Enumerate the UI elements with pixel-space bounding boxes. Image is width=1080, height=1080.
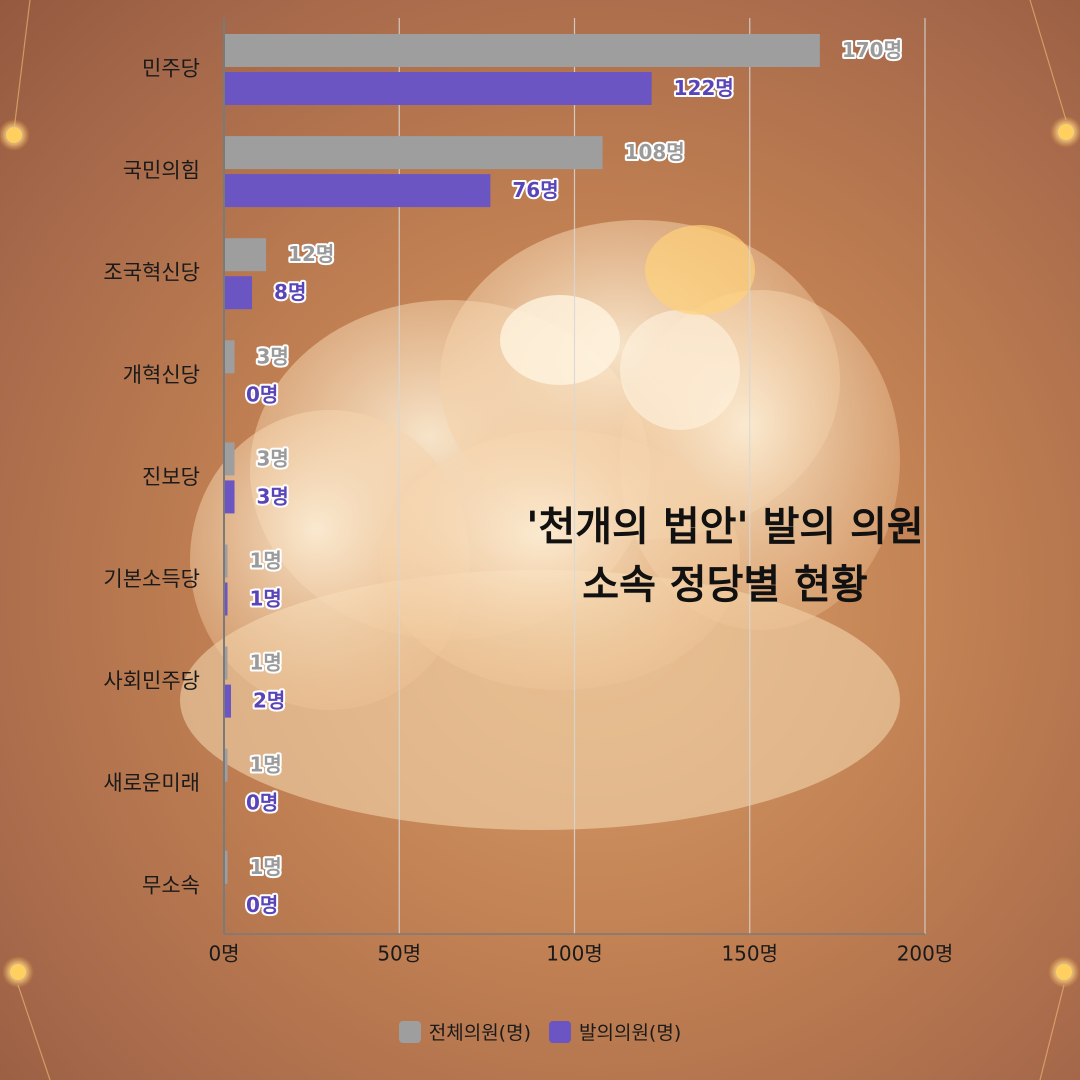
data-label-proposer: 3명 [257, 484, 289, 508]
bar-total [224, 238, 267, 272]
x-tick-label: 50명 [377, 942, 421, 966]
bars [224, 34, 820, 884]
category-label: 무소속 [142, 873, 200, 897]
data-label-proposer: 0명 [246, 893, 278, 917]
bar-proposer [224, 174, 491, 208]
bar-total [224, 340, 235, 374]
legend-item-proposer: 발의의원(명) [549, 1018, 681, 1045]
legend-item-total: 전체의원(명) [398, 1018, 531, 1045]
data-label-total: 108명 [625, 140, 685, 164]
category-label: 새로운미래 [103, 771, 200, 795]
chart-title-line-1: '천개의 법안' 발의 의원 [526, 504, 924, 550]
category-label: 기본소득당 [103, 567, 200, 591]
bar-proposer [224, 480, 235, 514]
x-tick-label: 100명 [546, 942, 603, 966]
data-label-total: 1명 [250, 753, 282, 777]
category-label: 개혁신당 [123, 363, 200, 387]
data-label-proposer: 0명 [246, 382, 278, 406]
data-label-total: 1명 [250, 651, 282, 675]
data-label-total: 1명 [250, 855, 282, 879]
bar-total [224, 136, 603, 170]
bar-total [224, 850, 228, 884]
data-label-proposer: 2명 [253, 689, 285, 713]
data-label-total: 170명 [842, 38, 902, 62]
category-label: 민주당 [142, 57, 200, 81]
value-labels: 170명 122명 108명 76명 12명 8명 3명 0명 3명 3명 1명 1명 1명 2명 1명 0명… [244, 36, 904, 919]
bar-proposer [224, 684, 232, 718]
bar-total [224, 748, 228, 782]
data-label-proposer: 1명 [250, 587, 282, 611]
legend-label-proposer: 발의의원(명) [579, 1022, 682, 1044]
bar-proposer [224, 72, 652, 105]
bar-total [224, 442, 235, 476]
data-label-proposer: 76명 [512, 178, 558, 202]
x-tick-label: 0명 [208, 942, 239, 966]
category-label: 국민의힘 [123, 159, 200, 183]
legend-swatch-total [398, 1020, 421, 1043]
data-label-total: 1명 [250, 549, 282, 573]
category-label: 사회민주당 [103, 669, 200, 693]
bar-total [224, 34, 820, 67]
data-label-proposer: 8명 [274, 280, 306, 304]
category-label: 조국혁신당 [103, 261, 200, 285]
legend-swatch-proposer [549, 1020, 571, 1043]
bar-proposer [224, 582, 228, 616]
data-label-proposer: 122명 [674, 76, 734, 100]
chart-title-line-2: 소속 정당별 현황 [582, 562, 868, 608]
data-label-total: 3명 [257, 344, 289, 368]
x-axis-ticks: 0명 50명 100명 150명 200명 [208, 942, 953, 966]
data-label-total: 12명 [288, 242, 334, 266]
legend: 전체의원(명) 발의의원(명) [0, 1018, 1080, 1045]
bar-proposer [224, 276, 253, 310]
x-tick-label: 150명 [721, 942, 778, 966]
bar-total [224, 544, 228, 578]
x-tick-label: 200명 [897, 942, 954, 966]
category-label: 진보당 [142, 465, 200, 489]
legend-label-total: 전체의원(명) [428, 1022, 531, 1044]
bar-total [224, 646, 228, 680]
data-label-proposer: 0명 [246, 791, 278, 815]
gridlines [224, 18, 926, 935]
data-label-total: 3명 [257, 446, 289, 470]
chart-title: '천개의 법안' 발의 의원 소속 정당별 현황 [440, 498, 1010, 614]
